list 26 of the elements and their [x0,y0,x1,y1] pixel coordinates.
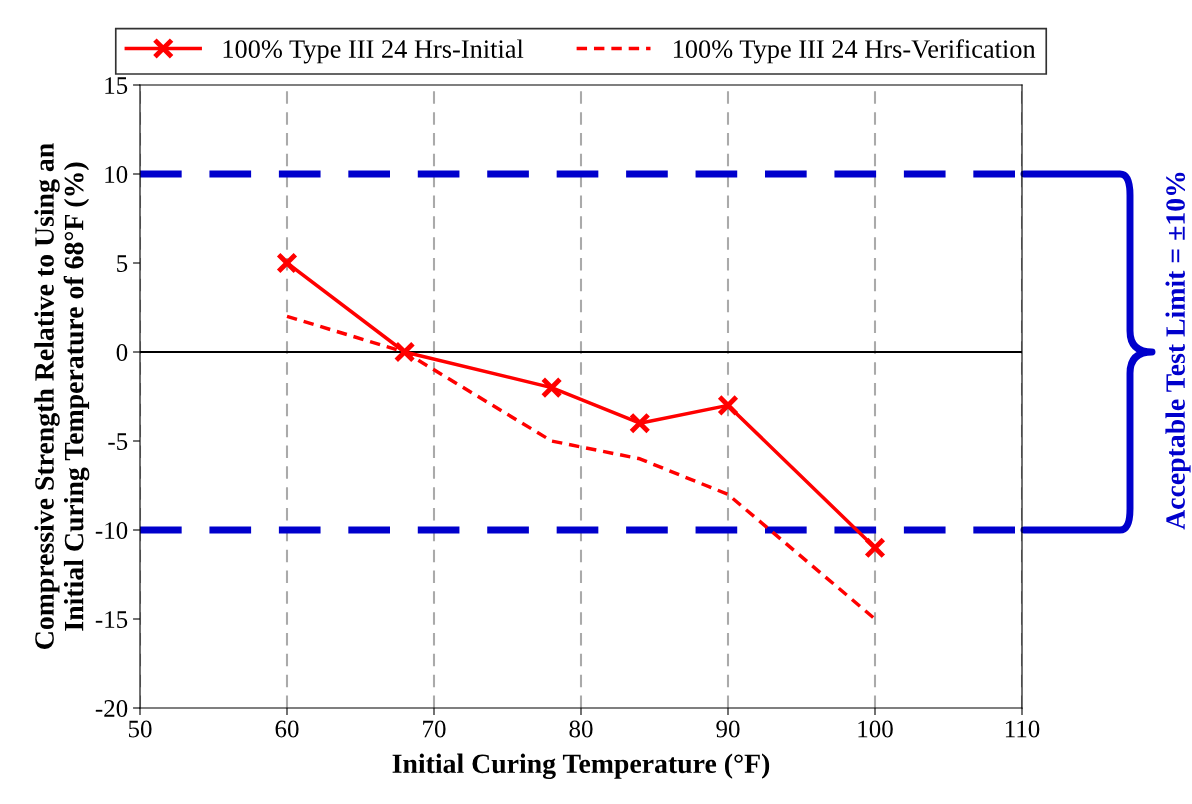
x-axis-title: Initial Curing Temperature (°F) [392,753,770,779]
point [540,376,563,399]
legend-label: 100% Type III 24 Hrs-Verification [673,39,1036,64]
y-tick-label: 10 [105,166,128,183]
point [393,341,416,363]
point [276,252,298,274]
x-tick-label: 100 [858,720,893,738]
x-tick-label: 110 [1005,720,1040,738]
y-tick-label: -20 [95,700,128,717]
point [864,537,886,559]
y-tick-label: 0 [116,344,128,361]
y-tick-label: 15 [105,77,128,94]
y-tick-label: 5 [117,255,128,272]
legend-label: 100% Type III 24 Hrs-Initial [223,39,524,64]
y-tick-label: -5 [108,433,128,450]
y-tick-label: -10 [95,522,128,539]
y-tick-label: -15 [95,611,128,628]
x-tick-label: 90 [716,720,740,738]
y-axis-title: Compressive Strength Relative to Using an Initial Curing Temperature of 68°F (%) [34,143,90,649]
x-tick-label: 80 [569,720,593,738]
x-tick-label: 70 [423,720,446,738]
point [717,394,739,417]
text: Acceptable Test Limit = ±10% [1165,172,1191,530]
x-tick-label: 50 [128,720,152,738]
point [629,412,651,434]
x-tick-label: 60 [275,720,299,738]
